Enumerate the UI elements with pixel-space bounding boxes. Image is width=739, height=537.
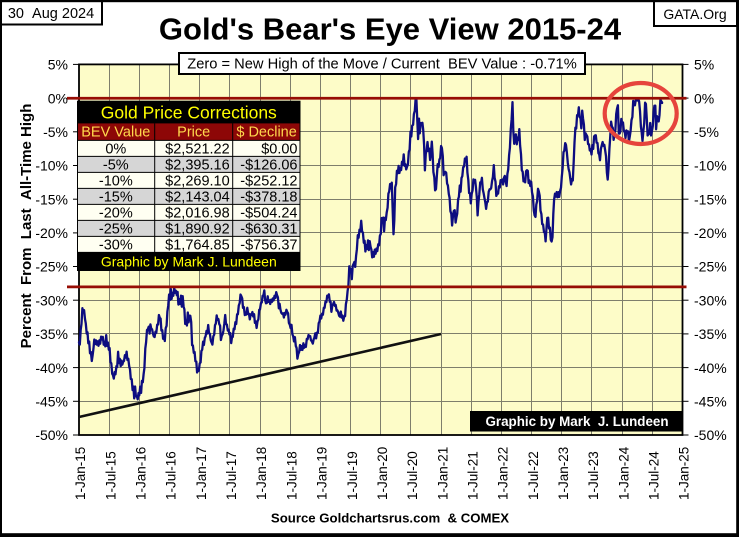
svg-text:1-Jan-16: 1-Jan-16: [134, 447, 149, 500]
svg-text:0%: 0%: [48, 90, 68, 106]
svg-text:5%: 5%: [694, 57, 714, 73]
svg-text:$2,016.98: $2,016.98: [165, 205, 230, 221]
svg-text:1-Jan-25: 1-Jan-25: [677, 447, 692, 500]
svg-text:1-Jul-24: 1-Jul-24: [647, 451, 662, 500]
svg-text:-$252.12: -$252.12: [240, 173, 297, 189]
svg-text:1-Jul-23: 1-Jul-23: [586, 451, 601, 500]
svg-text:-40%: -40%: [35, 360, 68, 376]
svg-text:Source Goldchartsrus.com & CO: Source Goldchartsrus.com & COMEX: [271, 511, 509, 526]
svg-text:-$504.24: -$504.24: [240, 205, 297, 221]
svg-text:-45%: -45%: [35, 394, 68, 410]
svg-text:1-Jul-15: 1-Jul-15: [103, 451, 118, 500]
svg-text:-35%: -35%: [694, 326, 727, 342]
svg-text:$2,269.10: $2,269.10: [165, 173, 230, 189]
svg-text:$ Decline: $ Decline: [236, 124, 296, 140]
svg-text:$0.00: $0.00: [261, 141, 297, 157]
svg-text:1-Jan-20: 1-Jan-20: [375, 447, 390, 500]
svg-text:-5%: -5%: [103, 157, 129, 173]
svg-text:5%: 5%: [48, 57, 68, 73]
svg-text:$2,521.22: $2,521.22: [165, 141, 230, 157]
svg-text:1-Jul-19: 1-Jul-19: [345, 451, 360, 500]
svg-text:-35%: -35%: [35, 326, 68, 342]
svg-text:-50%: -50%: [35, 427, 68, 443]
svg-text:0%: 0%: [694, 90, 714, 106]
svg-text:1-Jul-21: 1-Jul-21: [466, 451, 481, 500]
svg-text:1-Jan-22: 1-Jan-22: [496, 447, 511, 500]
svg-text:-20%: -20%: [99, 205, 133, 221]
svg-text:-10%: -10%: [35, 158, 68, 174]
svg-text:-40%: -40%: [694, 360, 727, 376]
svg-text:-5%: -5%: [694, 124, 719, 140]
svg-text:Gold's Bear's Eye View 2015-24: Gold's Bear's Eye View 2015-24: [159, 12, 622, 47]
svg-text:-5%: -5%: [43, 124, 68, 140]
svg-text:$2,143.04: $2,143.04: [165, 189, 230, 205]
svg-text:-$756.37: -$756.37: [240, 237, 297, 253]
svg-text:0%: 0%: [105, 141, 126, 157]
svg-text:Zero = New High of the Move /: Zero = New High of the Move / Current BE…: [187, 57, 577, 73]
svg-text:Percent From Last All-Time: Percent From Last All-Time High: [18, 104, 35, 349]
svg-text:-45%: -45%: [694, 394, 727, 410]
svg-text:-25%: -25%: [99, 221, 133, 237]
svg-text:1-Jul-20: 1-Jul-20: [405, 451, 420, 500]
svg-text:-15%: -15%: [35, 191, 68, 207]
svg-text:-20%: -20%: [35, 225, 68, 241]
svg-text:1-Jan-17: 1-Jan-17: [194, 447, 209, 500]
svg-text:-$630.31: -$630.31: [240, 221, 297, 237]
svg-text:1-Jul-18: 1-Jul-18: [284, 451, 299, 500]
svg-text:$1,890.92: $1,890.92: [165, 221, 230, 237]
svg-text:-30%: -30%: [35, 292, 68, 308]
svg-text:1-Jul-22: 1-Jul-22: [526, 451, 541, 500]
svg-text:GATA.Org: GATA.Org: [663, 6, 726, 22]
svg-text:1-Jan-19: 1-Jan-19: [315, 447, 330, 500]
svg-text:30 Aug 2024: 30 Aug 2024: [8, 6, 94, 22]
svg-text:-15%: -15%: [99, 189, 133, 205]
svg-text:-50%: -50%: [694, 427, 727, 443]
svg-text:BEV Value: BEV Value: [81, 124, 150, 140]
svg-text:-30%: -30%: [99, 237, 133, 253]
svg-text:$1,764.85: $1,764.85: [165, 237, 230, 253]
svg-text:Graphic by Mark J. Lundeen: Graphic by Mark J. Lundeen: [485, 414, 668, 429]
svg-text:-10%: -10%: [694, 158, 727, 174]
svg-text:1-Jul-16: 1-Jul-16: [164, 451, 179, 500]
svg-text:-$126.06: -$126.06: [240, 157, 297, 173]
svg-text:1-Jan-24: 1-Jan-24: [616, 446, 631, 500]
svg-text:-$378.18: -$378.18: [240, 189, 297, 205]
svg-text:$2,395.16: $2,395.16: [165, 157, 230, 173]
svg-text:-25%: -25%: [694, 259, 727, 275]
svg-text:-20%: -20%: [694, 225, 727, 241]
svg-text:-10%: -10%: [99, 173, 133, 189]
svg-text:1-Jan-15: 1-Jan-15: [73, 447, 88, 500]
svg-text:Graphic by Mark J. Lundeen: Graphic by Mark J. Lundeen: [101, 254, 277, 270]
svg-text:1-Jul-17: 1-Jul-17: [224, 451, 239, 500]
svg-text:1-Jan-21: 1-Jan-21: [435, 447, 450, 500]
svg-text:-25%: -25%: [35, 259, 68, 275]
svg-text:-30%: -30%: [694, 292, 727, 308]
svg-text:Price: Price: [177, 124, 210, 140]
svg-text:Gold Price Corrections: Gold Price Corrections: [101, 103, 277, 123]
svg-text:1-Jan-18: 1-Jan-18: [254, 447, 269, 500]
svg-text:1-Jan-23: 1-Jan-23: [556, 447, 571, 500]
svg-text:-15%: -15%: [694, 191, 727, 207]
